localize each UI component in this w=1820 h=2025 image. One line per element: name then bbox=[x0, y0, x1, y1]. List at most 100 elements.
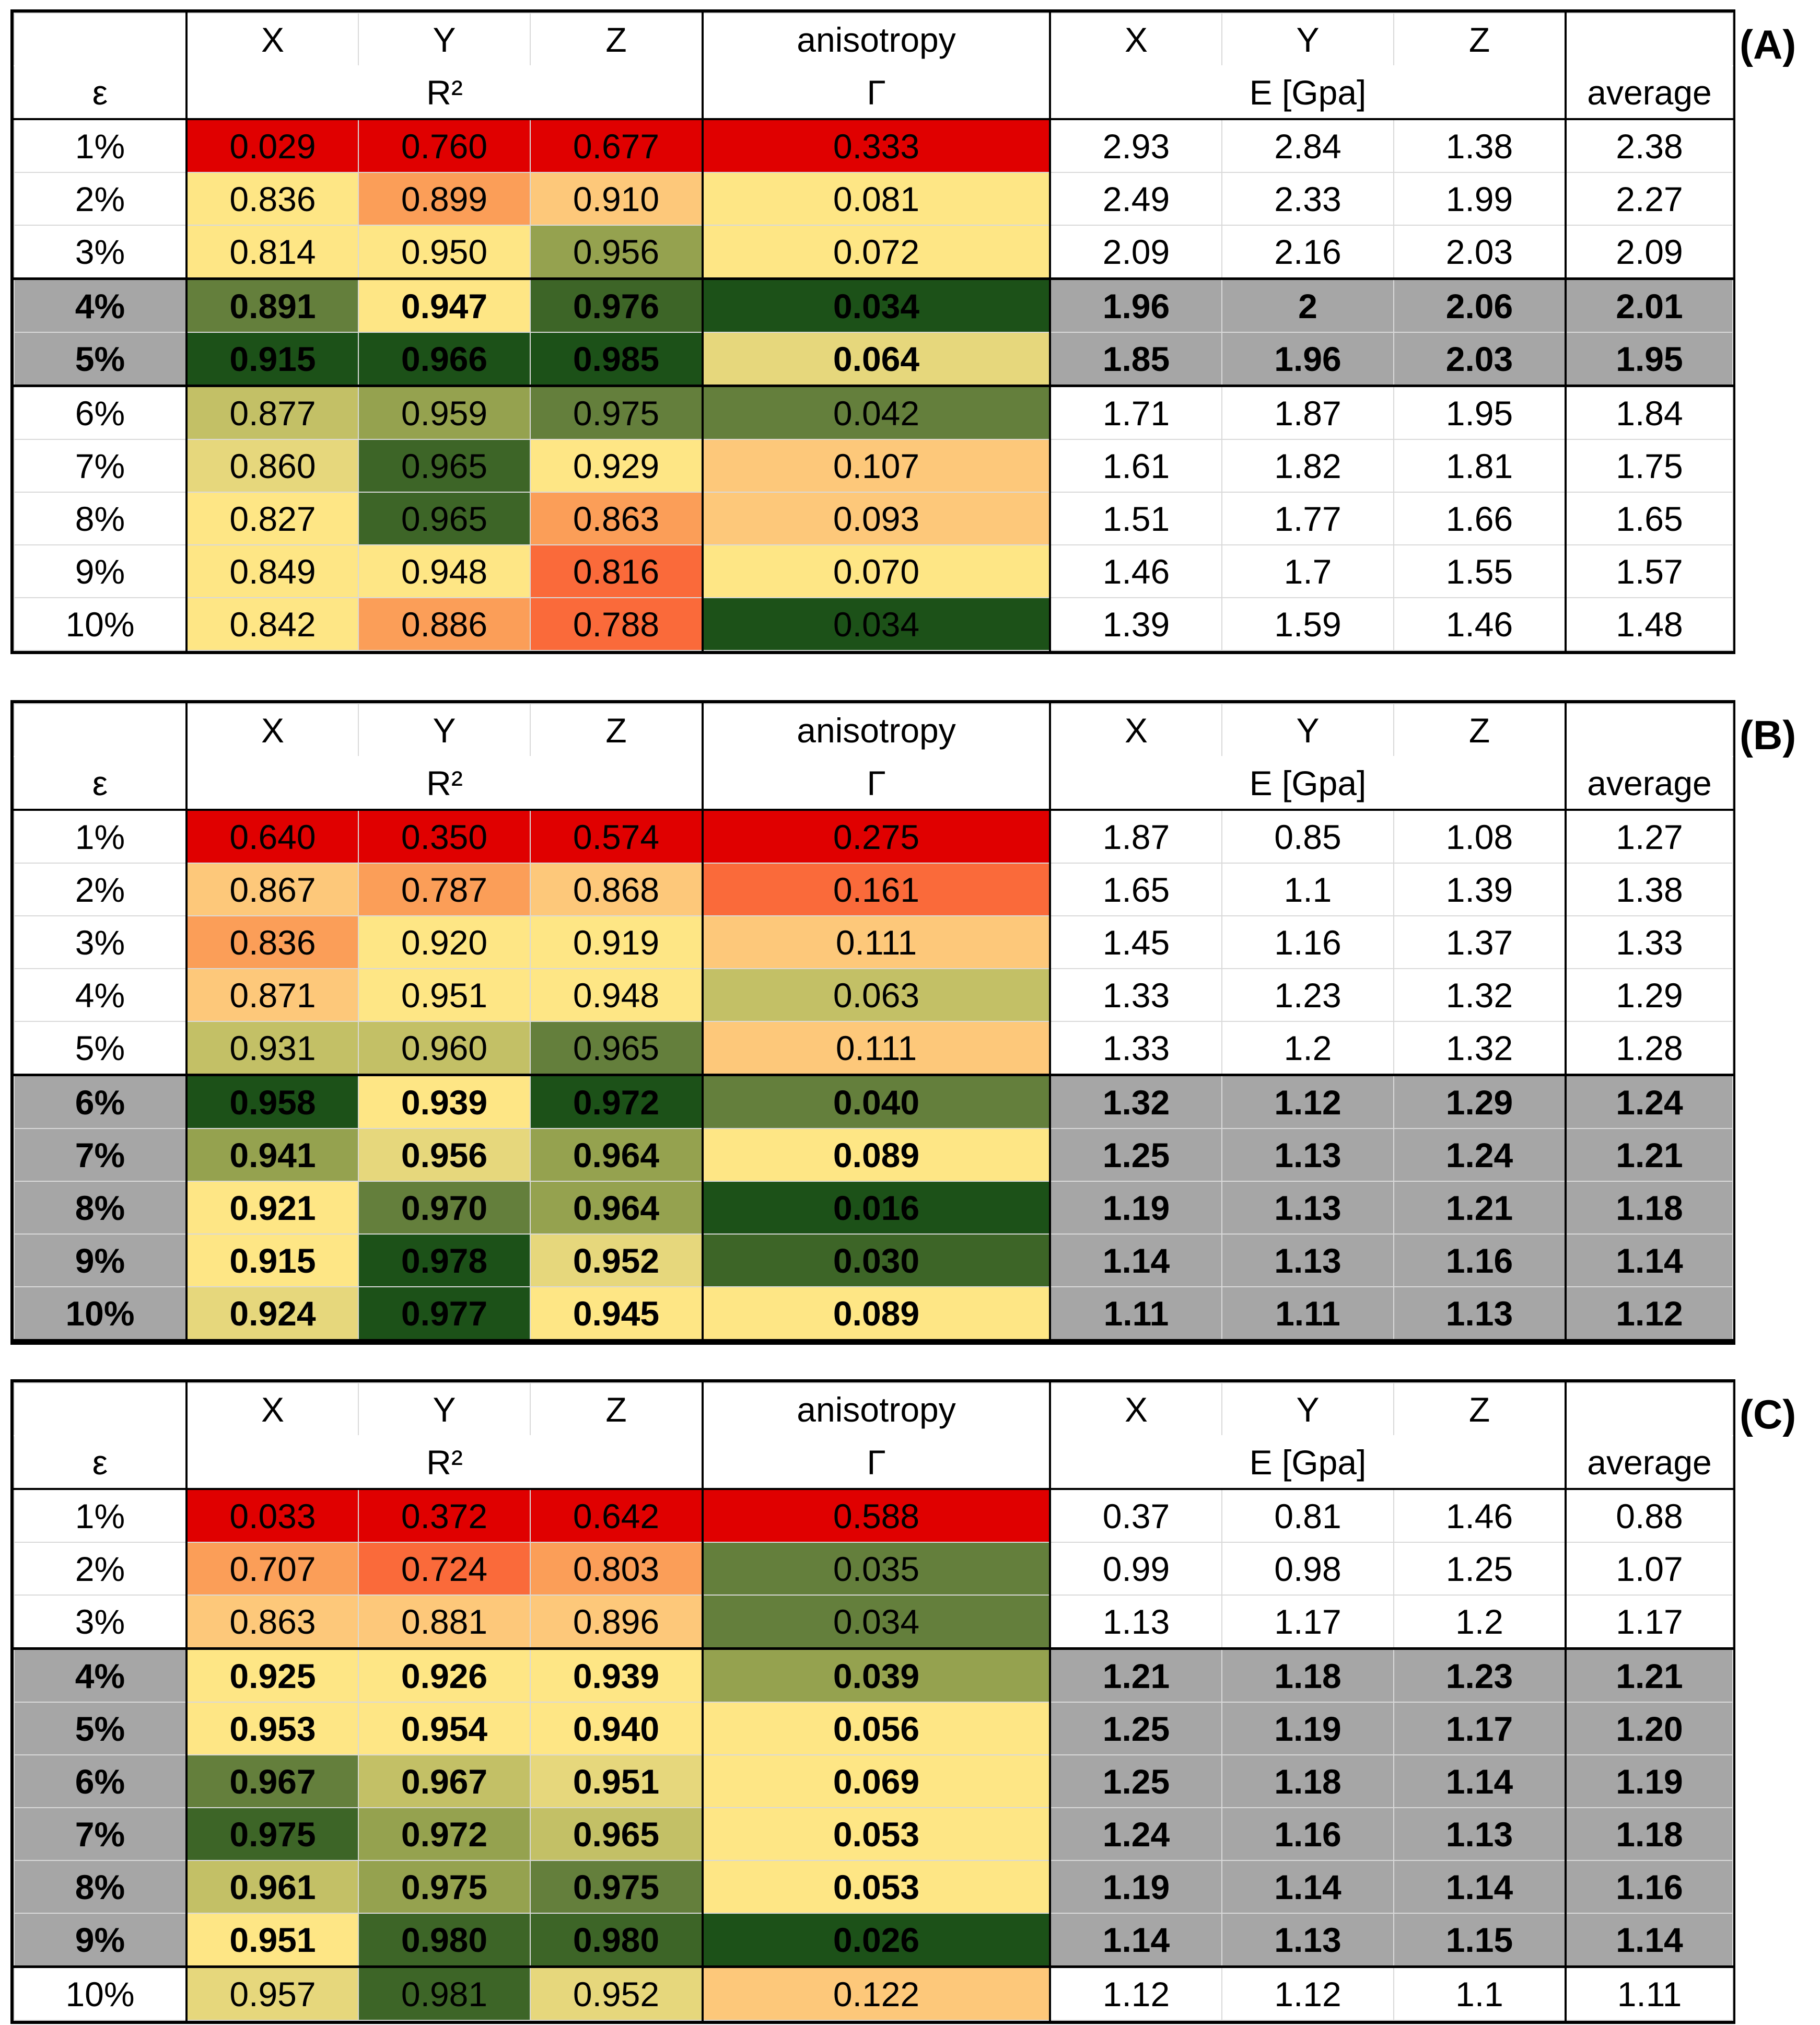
strain-cell: 6% bbox=[14, 1074, 187, 1129]
table-row: 5% 0.915 0.966 0.985 0.064 1.85 1.96 2.03 1.95 bbox=[14, 332, 1733, 387]
modulus-cell: 1.16 bbox=[1221, 1807, 1394, 1861]
table-row: 4% 0.871 0.951 0.948 0.063 1.33 1.23 1.32 1.29 bbox=[14, 968, 1733, 1022]
average-cell: 1.12 bbox=[1565, 1286, 1733, 1342]
r2-cell: 0.788 bbox=[530, 597, 703, 651]
modulus-cell: 1.29 bbox=[1393, 1074, 1566, 1129]
r2-cell: 0.924 bbox=[185, 1286, 359, 1342]
table-row: 10% 0.957 0.981 0.952 0.122 1.12 1.12 1.1 1.11 bbox=[14, 1966, 1733, 2021]
r2-cell: 0.814 bbox=[185, 225, 359, 280]
r2-cell: 0.965 bbox=[358, 439, 531, 493]
strain-cell: 1% bbox=[14, 1488, 187, 1543]
table-row: 4% 0.891 0.947 0.976 0.034 1.96 2 2.06 2.01 bbox=[14, 277, 1733, 333]
modulus-cell: 1.13 bbox=[1393, 1286, 1566, 1342]
average-cell: 1.33 bbox=[1565, 915, 1733, 969]
gamma-cell: 0.034 bbox=[702, 1595, 1051, 1649]
r2-cell: 0.961 bbox=[185, 1860, 359, 1914]
r2-cell: 0.952 bbox=[530, 1966, 703, 2021]
gamma-cell: 0.275 bbox=[702, 809, 1051, 864]
gamma-cell: 0.072 bbox=[702, 225, 1051, 280]
r2-cell: 0.952 bbox=[530, 1233, 703, 1287]
gamma-cell: 0.093 bbox=[702, 492, 1051, 545]
r2-cell: 0.574 bbox=[530, 809, 703, 864]
r2-cell: 0.029 bbox=[185, 119, 359, 173]
gamma-cell: 0.026 bbox=[702, 1913, 1051, 1968]
strain-cell: 2% bbox=[14, 863, 187, 916]
modulus-cell: 1.11 bbox=[1221, 1286, 1394, 1342]
modulus-cell: 1.61 bbox=[1049, 439, 1222, 493]
r2-cell: 0.965 bbox=[530, 1021, 703, 1076]
header-e-z: Z bbox=[1393, 1382, 1566, 1436]
modulus-cell: 1.13 bbox=[1221, 1233, 1394, 1287]
r2-cell: 0.967 bbox=[185, 1754, 359, 1808]
r2-cell: 0.939 bbox=[358, 1074, 531, 1129]
modulus-cell: 1.19 bbox=[1049, 1181, 1222, 1235]
r2-cell: 0.899 bbox=[358, 172, 531, 226]
modulus-cell: 1.46 bbox=[1049, 544, 1222, 598]
strain-cell: 8% bbox=[14, 1860, 187, 1914]
header-r2-z: Z bbox=[530, 13, 703, 66]
r2-cell: 0.948 bbox=[358, 544, 531, 598]
header-r2: R² bbox=[185, 65, 703, 120]
modulus-cell: 1.12 bbox=[1221, 1966, 1394, 2021]
gamma-cell: 0.039 bbox=[702, 1647, 1051, 1703]
average-cell: 1.18 bbox=[1565, 1807, 1733, 1861]
header-modulus: E [Gpa] bbox=[1049, 756, 1566, 811]
header-gamma: Γ bbox=[702, 65, 1051, 120]
average-cell: 2.38 bbox=[1565, 119, 1733, 173]
r2-cell: 0.965 bbox=[358, 492, 531, 545]
table-row: 9% 0.915 0.978 0.952 0.030 1.14 1.13 1.16 1.14 bbox=[14, 1233, 1733, 1287]
strain-cell: 9% bbox=[14, 544, 187, 598]
r2-cell: 0.724 bbox=[358, 1542, 531, 1596]
modulus-cell: 0.37 bbox=[1049, 1488, 1222, 1543]
gamma-cell: 0.111 bbox=[702, 915, 1051, 969]
average-cell: 1.21 bbox=[1565, 1128, 1733, 1182]
r2-cell: 0.959 bbox=[358, 385, 531, 440]
modulus-cell: 1.25 bbox=[1049, 1128, 1222, 1182]
r2-cell: 0.966 bbox=[358, 332, 531, 387]
modulus-cell: 1.39 bbox=[1393, 863, 1566, 916]
strain-cell: 5% bbox=[14, 1702, 187, 1755]
modulus-cell: 1.96 bbox=[1221, 332, 1394, 387]
r2-cell: 0.863 bbox=[185, 1595, 359, 1649]
average-cell: 1.18 bbox=[1565, 1181, 1733, 1235]
average-cell: 2.09 bbox=[1565, 225, 1733, 280]
modulus-cell: 1.19 bbox=[1049, 1860, 1222, 1914]
r2-cell: 0.967 bbox=[358, 1754, 531, 1808]
r2-cell: 0.956 bbox=[358, 1128, 531, 1182]
r2-cell: 0.863 bbox=[530, 492, 703, 545]
modulus-cell: 1.39 bbox=[1049, 597, 1222, 651]
modulus-cell: 1.87 bbox=[1049, 809, 1222, 864]
modulus-cell: 1.32 bbox=[1049, 1074, 1222, 1129]
average-cell: 1.29 bbox=[1565, 968, 1733, 1022]
header-r2-x: X bbox=[185, 703, 359, 757]
modulus-cell: 1.85 bbox=[1049, 332, 1222, 387]
gamma-cell: 0.122 bbox=[702, 1966, 1051, 2021]
table-row: 1% 0.033 0.372 0.642 0.588 0.37 0.81 1.46 0.88 bbox=[14, 1488, 1733, 1543]
strain-cell: 6% bbox=[14, 385, 187, 440]
modulus-cell: 1.66 bbox=[1393, 492, 1566, 545]
table-row: 5% 0.931 0.960 0.965 0.111 1.33 1.2 1.32 1.28 bbox=[14, 1021, 1733, 1076]
table-row: 7% 0.975 0.972 0.965 0.053 1.24 1.16 1.13 1.18 bbox=[14, 1807, 1733, 1861]
modulus-cell: 1.7 bbox=[1221, 544, 1394, 598]
header-blank bbox=[14, 1382, 187, 1436]
modulus-cell: 1.32 bbox=[1393, 1021, 1566, 1076]
modulus-cell: 2.33 bbox=[1221, 172, 1394, 226]
table-row: 9% 0.849 0.948 0.816 0.070 1.46 1.7 1.55 1.57 bbox=[14, 544, 1733, 598]
average-cell: 0.88 bbox=[1565, 1488, 1733, 1543]
modulus-cell: 1.1 bbox=[1393, 1966, 1566, 2021]
average-cell: 1.38 bbox=[1565, 863, 1733, 916]
modulus-cell: 1.51 bbox=[1049, 492, 1222, 545]
header-r2-y: Y bbox=[358, 1382, 531, 1436]
header-e-x: X bbox=[1049, 703, 1222, 757]
gamma-cell: 0.069 bbox=[702, 1754, 1051, 1808]
table-row: 10% 0.924 0.977 0.945 0.089 1.11 1.11 1.13 1.12 bbox=[14, 1286, 1733, 1342]
r2-cell: 0.976 bbox=[530, 277, 703, 333]
modulus-cell: 1.16 bbox=[1393, 1233, 1566, 1287]
modulus-cell: 1.1 bbox=[1221, 863, 1394, 916]
modulus-cell: 1.13 bbox=[1049, 1595, 1222, 1649]
strain-cell: 4% bbox=[14, 968, 187, 1022]
modulus-cell: 1.46 bbox=[1393, 597, 1566, 651]
strain-cell: 9% bbox=[14, 1913, 187, 1968]
